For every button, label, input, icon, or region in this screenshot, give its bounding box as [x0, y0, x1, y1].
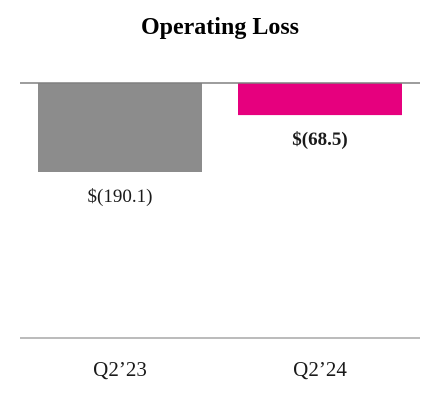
bar-1 [238, 83, 402, 116]
category-tick-label-1: Q2’24 [293, 357, 347, 381]
data-label-0: $(190.1) [88, 186, 153, 207]
category-tick-label-0: Q2’23 [93, 357, 147, 381]
labels-layer: $(190.1) Q2’23 $(68.5) Q2’24 [88, 129, 348, 381]
chart-title: Operating Loss [140, 14, 299, 40]
data-label-1: $(68.5) [292, 129, 347, 150]
bars-layer [38, 83, 402, 172]
bar-0 [38, 83, 202, 172]
